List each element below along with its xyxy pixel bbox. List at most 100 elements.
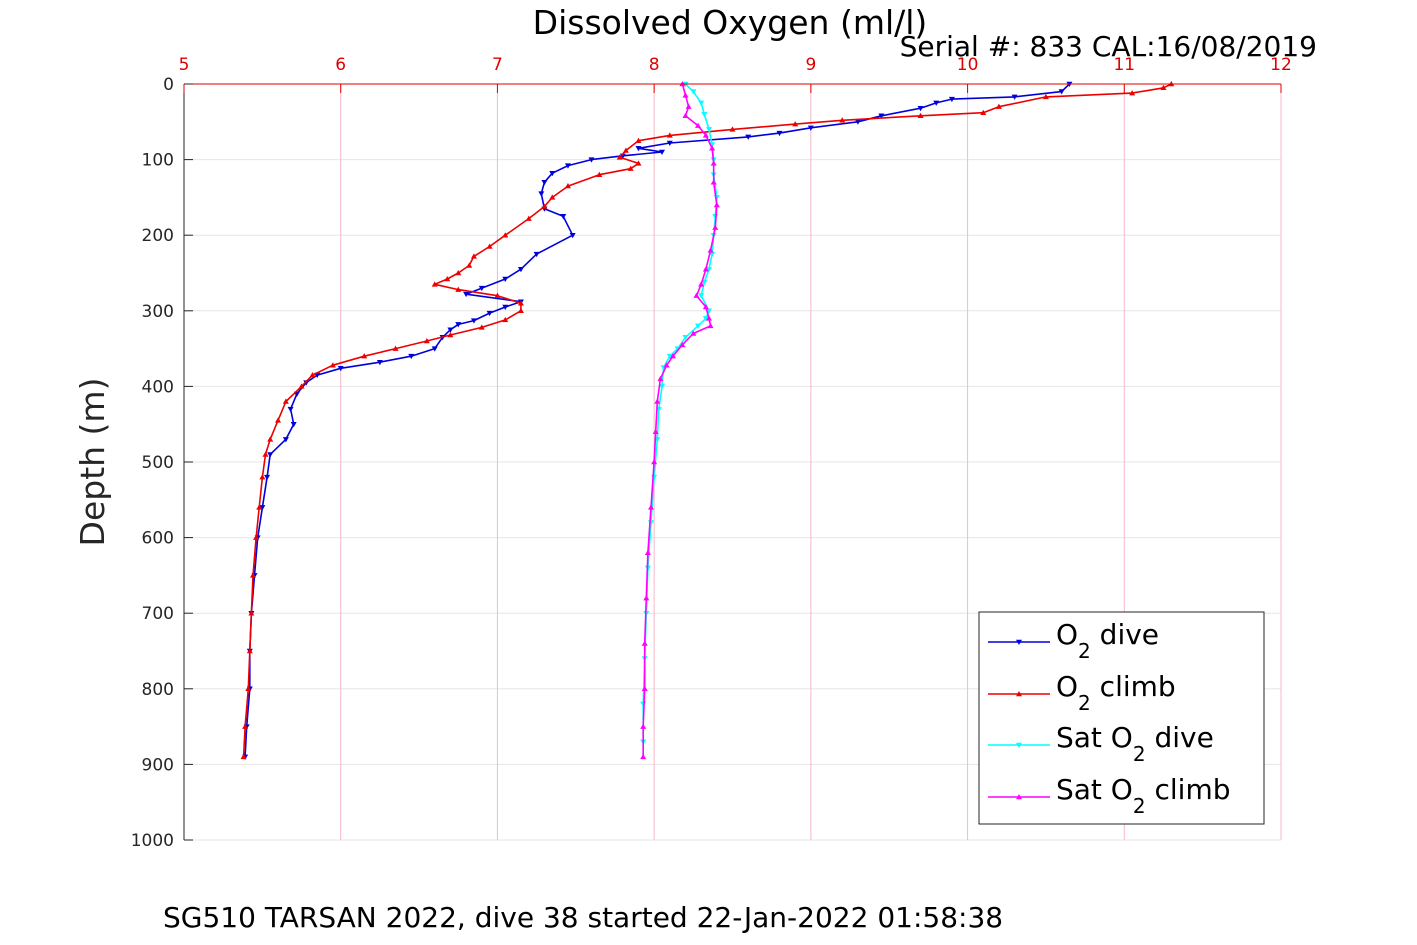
axes-layer: 5 6 7 8 9 10 11 12 0 100 200 300 400 500 600 700 800 900 1… <box>131 55 1292 851</box>
data-point <box>709 145 716 151</box>
data-point <box>698 100 705 106</box>
data-point <box>259 474 266 480</box>
legend-box <box>978 611 1265 825</box>
legend-label: Sat O2 dive <box>1056 721 1214 766</box>
data-point <box>710 179 717 185</box>
data-point <box>792 121 799 127</box>
data-point <box>259 505 266 511</box>
data-point <box>651 459 658 465</box>
data-point <box>693 292 700 298</box>
y-tick-label: 800 <box>142 680 174 700</box>
data-point <box>588 157 595 163</box>
data-point <box>640 753 647 760</box>
data-point <box>262 451 269 457</box>
legend-entry-sat-o2-climb: Sat O2 climb <box>988 773 1231 818</box>
data-point <box>707 247 714 253</box>
data-point <box>663 362 670 368</box>
data-point <box>470 318 477 324</box>
legend-swatch-marker <box>1016 742 1022 748</box>
data-point <box>541 203 548 209</box>
data-point <box>463 291 470 298</box>
y-tick-label: 200 <box>142 226 174 246</box>
data-point <box>455 270 462 276</box>
data-point <box>682 112 689 119</box>
data-point <box>701 111 708 118</box>
legend-entry-sat-o2-dive: Sat O2 dive <box>988 721 1214 766</box>
series-o2-dive <box>242 81 1073 760</box>
data-point <box>707 322 714 329</box>
data-point <box>466 262 473 268</box>
data-point <box>652 428 659 435</box>
data-point <box>776 130 783 137</box>
x-tick-label: 12 <box>1270 55 1292 75</box>
data-point <box>690 330 697 336</box>
data-point <box>682 335 689 341</box>
y-tick-label: 500 <box>142 453 174 473</box>
data-point <box>596 171 603 177</box>
data-point <box>478 324 485 330</box>
data-point <box>685 103 692 109</box>
data-point <box>648 504 655 510</box>
data-point <box>702 266 709 272</box>
data-point <box>622 147 629 153</box>
data-point <box>455 286 462 292</box>
data-point <box>839 117 846 123</box>
data-point <box>702 316 709 322</box>
data-point <box>1011 94 1018 100</box>
data-point <box>533 251 540 258</box>
data-point <box>376 359 383 366</box>
data-point <box>282 398 289 404</box>
data-point <box>248 610 255 616</box>
legend-entries: O2 dive O2 climb Sat O2 dive Sat O2 climb <box>988 618 1231 818</box>
data-point <box>447 327 454 333</box>
data-point <box>745 134 752 140</box>
x-tick-label: 11 <box>1113 55 1135 75</box>
y-tick-label: 1000 <box>131 831 174 851</box>
data-point <box>517 266 524 273</box>
data-point <box>564 163 571 169</box>
data-point <box>494 292 501 298</box>
data-point <box>275 417 282 423</box>
legend-label: Sat O2 climb <box>1056 773 1231 818</box>
data-point <box>658 149 665 156</box>
data-point <box>1129 90 1136 96</box>
data-point <box>698 281 705 287</box>
data-point <box>917 112 924 119</box>
data-point <box>627 165 634 171</box>
data-point <box>698 293 705 299</box>
data-point <box>303 380 310 386</box>
data-point <box>682 92 689 98</box>
data-point <box>361 353 368 359</box>
data-point <box>1160 84 1167 91</box>
x-tick-label: 6 <box>335 55 346 75</box>
data-point <box>569 232 576 239</box>
data-point <box>538 191 545 197</box>
data-point <box>933 100 940 106</box>
data-point <box>635 146 642 152</box>
serial-calibration-label: Serial #: 833 CAL:16/08/2019 <box>900 30 1317 63</box>
data-point <box>712 224 719 230</box>
data-point <box>478 285 485 292</box>
data-point <box>666 132 673 138</box>
data-point <box>287 406 294 413</box>
data-point <box>695 122 702 128</box>
series-o2-climb <box>240 81 1175 760</box>
data-point <box>644 549 651 555</box>
data-point <box>564 183 571 189</box>
data-point <box>657 375 664 382</box>
data-point <box>253 534 260 540</box>
legend-entry-o2-climb: O2 climb <box>988 670 1176 715</box>
x-tick-label: 9 <box>805 55 816 75</box>
data-point <box>713 201 720 208</box>
legend-swatch-marker <box>1016 639 1022 645</box>
data-point <box>710 160 717 166</box>
data-point <box>282 437 289 443</box>
data-point <box>431 281 438 287</box>
data-point <box>635 137 642 143</box>
data-point <box>702 132 709 138</box>
data-point <box>517 307 524 314</box>
legend-swatch-marker <box>1016 794 1022 800</box>
data-point <box>541 180 548 186</box>
y-tick-label: 700 <box>142 604 174 624</box>
